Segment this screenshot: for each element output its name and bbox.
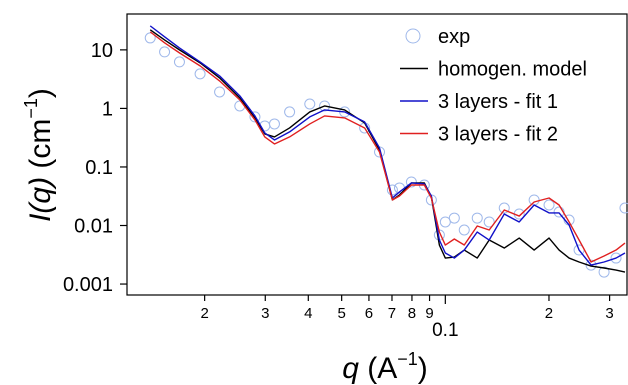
data-point <box>458 224 470 236</box>
data-point <box>319 100 331 112</box>
plot-frame <box>126 13 628 296</box>
data-point <box>498 202 510 214</box>
legend-label: 3 layers - fit 2 <box>438 124 558 146</box>
x-axis-label-part: (A <box>359 352 397 385</box>
data-point <box>528 194 540 206</box>
data-point <box>173 56 185 68</box>
x-axis-label-part: q <box>342 352 359 385</box>
x-tick-label: 9 <box>425 305 433 322</box>
x-axis-label-part: ) <box>418 352 428 385</box>
y-tick-label: 0.001 <box>63 274 113 296</box>
y-axis-label-part: −1 <box>21 98 41 119</box>
data-point <box>159 46 171 58</box>
legend-label: 3 layers - fit 1 <box>438 91 558 113</box>
x-tick-label: 3 <box>261 305 269 322</box>
data-point <box>194 68 206 80</box>
data-point <box>619 202 628 214</box>
x-tick-label: 2 <box>545 305 553 322</box>
data-point <box>249 111 261 123</box>
y-axis-label: I(q) (cm−1) <box>21 88 57 222</box>
x-tick-label: 4 <box>304 305 312 322</box>
legend-label: exp <box>438 26 470 48</box>
y-tick-label: 10 <box>91 40 113 62</box>
series-line <box>149 31 626 263</box>
data-point <box>471 212 483 224</box>
data-point <box>543 199 555 211</box>
x-tick-label: 7 <box>388 305 396 322</box>
x-tick-label: 6 <box>365 305 373 322</box>
data-point <box>598 266 610 278</box>
x-axis-label-part: −1 <box>397 349 418 369</box>
x-tick-label: 3 <box>605 305 613 322</box>
y-tick-label: 0.01 <box>74 216 113 238</box>
y-axis-label-part: I(q) <box>24 177 57 222</box>
data-point <box>386 184 398 196</box>
x-tick-label: 0.1 <box>432 320 458 341</box>
data-point <box>284 106 296 118</box>
data-point <box>610 252 622 264</box>
data-point <box>144 32 156 44</box>
data-point <box>553 206 565 218</box>
legend-label: homogen. model <box>438 59 587 81</box>
series-line <box>149 25 626 266</box>
y-axis-label-part: ) <box>24 88 57 98</box>
y-tick-label: 0.1 <box>85 157 113 179</box>
y-tick-label: 1 <box>102 98 113 120</box>
legend-marker <box>405 28 421 44</box>
data-point <box>214 86 226 98</box>
y-axis-label-part: (cm <box>24 119 57 177</box>
series-line <box>149 29 626 273</box>
data-point <box>268 118 280 130</box>
data-point <box>483 216 495 228</box>
data-point <box>439 216 451 228</box>
x-tick-label: 5 <box>337 305 345 322</box>
data-point <box>448 212 460 224</box>
data-point <box>304 98 316 110</box>
data-point <box>405 176 417 188</box>
x-tick-label: 2 <box>200 305 208 322</box>
x-tick-label: 8 <box>408 305 416 322</box>
plot-area <box>144 25 628 278</box>
x-axis-label: q (A−1) <box>342 349 428 385</box>
